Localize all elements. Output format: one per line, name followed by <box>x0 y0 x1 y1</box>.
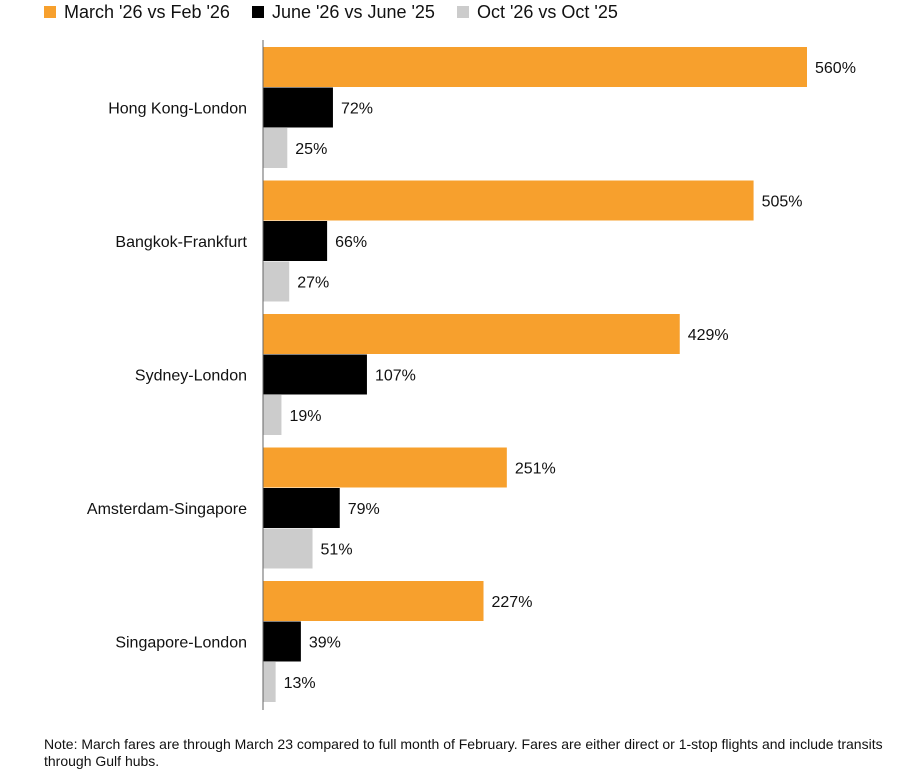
category-label-amsterdam-singapore: Amsterdam-Singapore <box>87 501 247 518</box>
value-label-bangkok-frankfurt-june: 66% <box>335 234 367 251</box>
value-label-singapore-london-oct: 13% <box>284 675 316 692</box>
bar-hong-kong-london-june <box>263 87 333 128</box>
value-label-amsterdam-singapore-march: 251% <box>515 461 556 478</box>
bar-singapore-london-june <box>263 621 301 662</box>
legend-item-june: June '26 vs June '25 <box>251 1 435 23</box>
bar-sydney-london-march <box>263 314 680 354</box>
value-label-hong-kong-london-march: 560% <box>815 60 856 77</box>
legend-item-march: March '26 vs Feb '26 <box>44 2 230 23</box>
bar-singapore-london-march <box>263 581 484 621</box>
bar-bangkok-frankfurt-march <box>263 180 754 221</box>
bar-bangkok-frankfurt-june <box>263 221 328 261</box>
category-label-hong-kong-london: Hong Kong-London <box>108 101 247 118</box>
value-label-sydney-london-june: 107% <box>375 368 416 385</box>
chart-legend: March '26 vs Feb '26 June '26 vs June '2… <box>44 0 618 24</box>
legend-item-oct: Oct '26 vs Oct '25 <box>456 1 618 23</box>
bar-sydney-london-june <box>263 354 367 395</box>
legend-swatch-june <box>251 6 264 18</box>
bar-hong-kong-london-oct <box>263 128 288 168</box>
bar-amsterdam-singapore-march <box>263 447 507 488</box>
bar-bangkok-frankfurt-oct <box>263 261 290 302</box>
legend-label-march: March '26 vs Feb '26 <box>64 1 230 22</box>
value-label-bangkok-frankfurt-oct: 27% <box>297 275 329 292</box>
value-label-bangkok-frankfurt-march: 505% <box>762 194 803 211</box>
value-label-singapore-london-june: 39% <box>309 635 341 652</box>
legend-label-june: June '26 vs June '25 <box>271 1 435 22</box>
value-label-hong-kong-london-june: 72% <box>341 101 373 118</box>
value-label-sydney-london-march: 429% <box>688 327 729 344</box>
value-label-sydney-london-oct: 19% <box>289 408 321 425</box>
category-label-singapore-london: Singapore-London <box>115 635 247 652</box>
bar-singapore-london-oct <box>263 662 276 702</box>
legend-label-oct: Oct '26 vs Oct '25 <box>476 1 618 22</box>
chart-note: Note: March fares are through March 23 c… <box>44 736 883 769</box>
value-label-singapore-london-march: 227% <box>492 594 533 611</box>
bar-sydney-london-oct <box>263 395 282 435</box>
bar-chart: Hong Kong-London 560% 72% 25% Bangkok-Frankf… <box>87 40 856 710</box>
bar-hong-kong-london-march <box>263 47 807 87</box>
value-label-hong-kong-london-oct: 25% <box>295 141 327 158</box>
legend-swatch-oct <box>456 6 469 18</box>
bar-amsterdam-singapore-june <box>263 488 340 528</box>
category-label-sydney-london: Sydney-London <box>135 368 247 385</box>
value-label-amsterdam-singapore-oct: 51% <box>321 542 353 559</box>
legend-swatch-march <box>44 6 56 18</box>
value-label-amsterdam-singapore-june: 79% <box>348 501 380 518</box>
bar-amsterdam-singapore-oct <box>263 528 313 569</box>
category-label-bangkok-frankfurt: Bangkok-Frankfurt <box>115 234 247 251</box>
